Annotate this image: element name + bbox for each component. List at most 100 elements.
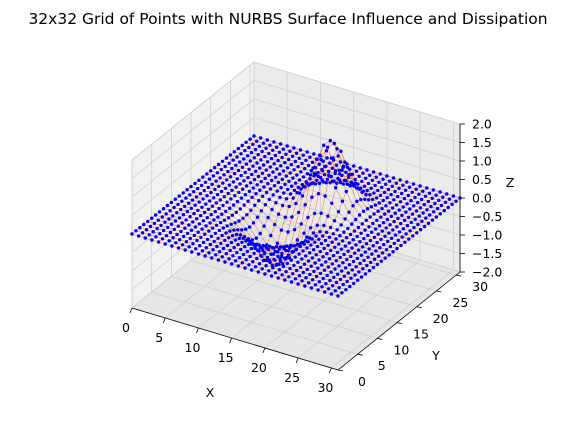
data-point [342, 252, 346, 257]
data-point [252, 251, 256, 256]
data-point [164, 212, 168, 216]
data-point [337, 286, 341, 290]
x-axis-label: X [206, 385, 215, 400]
data-point [309, 168, 314, 173]
data-point [344, 288, 348, 292]
data-point [163, 220, 167, 224]
data-point [204, 246, 208, 250]
data-point [326, 287, 331, 291]
data-point [214, 223, 219, 227]
data-point [405, 202, 409, 206]
data-point [435, 206, 440, 211]
data-point [315, 157, 319, 161]
data-point [333, 169, 338, 173]
data-point [398, 178, 402, 182]
data-point [185, 209, 190, 214]
data-point [317, 181, 322, 186]
data-point [174, 241, 178, 245]
data-point [324, 149, 329, 153]
data-point [335, 228, 339, 232]
data-point [179, 229, 183, 234]
data-point [412, 225, 416, 230]
data-point [328, 278, 332, 283]
data-point [320, 169, 325, 173]
data-point [238, 160, 242, 164]
data-point [248, 181, 253, 185]
data-point [385, 217, 390, 222]
data-point [205, 194, 209, 198]
data-point [286, 249, 290, 253]
data-point [297, 274, 302, 278]
data-point [230, 262, 234, 266]
data-point [401, 205, 405, 209]
data-point [268, 143, 272, 147]
data-point [338, 277, 343, 282]
data-point [313, 261, 317, 265]
data-point [289, 162, 294, 167]
data-point [376, 232, 380, 236]
data-point [438, 212, 442, 216]
data-point [299, 170, 303, 174]
data-point [332, 275, 336, 280]
data-point [398, 200, 403, 204]
data-point [216, 258, 221, 262]
data-point [211, 248, 215, 252]
data-point [233, 221, 237, 225]
data-point [289, 258, 293, 262]
data-point [280, 251, 284, 255]
data-point [403, 188, 408, 192]
data-point [249, 208, 253, 212]
data-point [404, 210, 408, 214]
data-point [257, 243, 261, 247]
data-point [192, 211, 196, 216]
data-point [332, 219, 337, 223]
data-point [401, 183, 405, 187]
data-point [308, 251, 312, 255]
data-point [347, 210, 351, 214]
data-point [314, 234, 318, 238]
data-point [194, 195, 199, 199]
data-point [251, 186, 255, 190]
data-point [325, 177, 330, 182]
x-tick-label: 30 [317, 380, 333, 395]
data-point [354, 243, 358, 247]
data-point [402, 218, 407, 223]
data-point [170, 244, 174, 248]
data-point [334, 186, 338, 190]
data-point [247, 263, 251, 267]
data-point [193, 181, 197, 186]
data-point [372, 191, 376, 195]
y-tick-mark [337, 369, 344, 372]
data-point [253, 244, 257, 248]
data-point [418, 227, 423, 232]
data-point [374, 196, 379, 200]
data-point [345, 162, 349, 166]
data-point [330, 240, 334, 244]
data-point [248, 239, 252, 244]
data-point [237, 256, 242, 260]
data-point [243, 170, 247, 175]
data-point [378, 193, 383, 198]
data-point [376, 209, 380, 213]
data-point [317, 280, 321, 284]
x-tick-mark [328, 367, 332, 374]
data-point [371, 244, 375, 248]
data-point [300, 279, 304, 283]
data-point [262, 250, 267, 255]
data-point [236, 264, 240, 268]
data-point [410, 190, 414, 194]
data-point [310, 195, 314, 199]
data-point [340, 239, 345, 243]
data-point [167, 239, 171, 243]
data-point [312, 152, 316, 156]
data-point [391, 250, 395, 254]
data-point [304, 158, 308, 162]
data-point [329, 248, 333, 253]
data-point [388, 223, 392, 227]
data-point [295, 242, 300, 246]
data-point [388, 244, 393, 249]
data-point [267, 269, 271, 273]
data-point [152, 221, 157, 226]
data-point [269, 274, 274, 278]
